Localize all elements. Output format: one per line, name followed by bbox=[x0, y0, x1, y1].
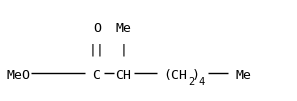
Text: |: | bbox=[119, 44, 127, 57]
Text: (CH: (CH bbox=[163, 69, 187, 82]
Text: CH: CH bbox=[115, 69, 131, 82]
Text: Me: Me bbox=[115, 22, 131, 35]
Text: O: O bbox=[93, 22, 101, 35]
Text: ): ) bbox=[191, 69, 199, 82]
Text: Me: Me bbox=[235, 69, 251, 82]
Text: MeO: MeO bbox=[7, 69, 30, 82]
Text: 4: 4 bbox=[199, 77, 205, 87]
Text: ||: || bbox=[89, 44, 105, 57]
Text: C: C bbox=[92, 69, 100, 82]
Text: 2: 2 bbox=[188, 77, 194, 87]
